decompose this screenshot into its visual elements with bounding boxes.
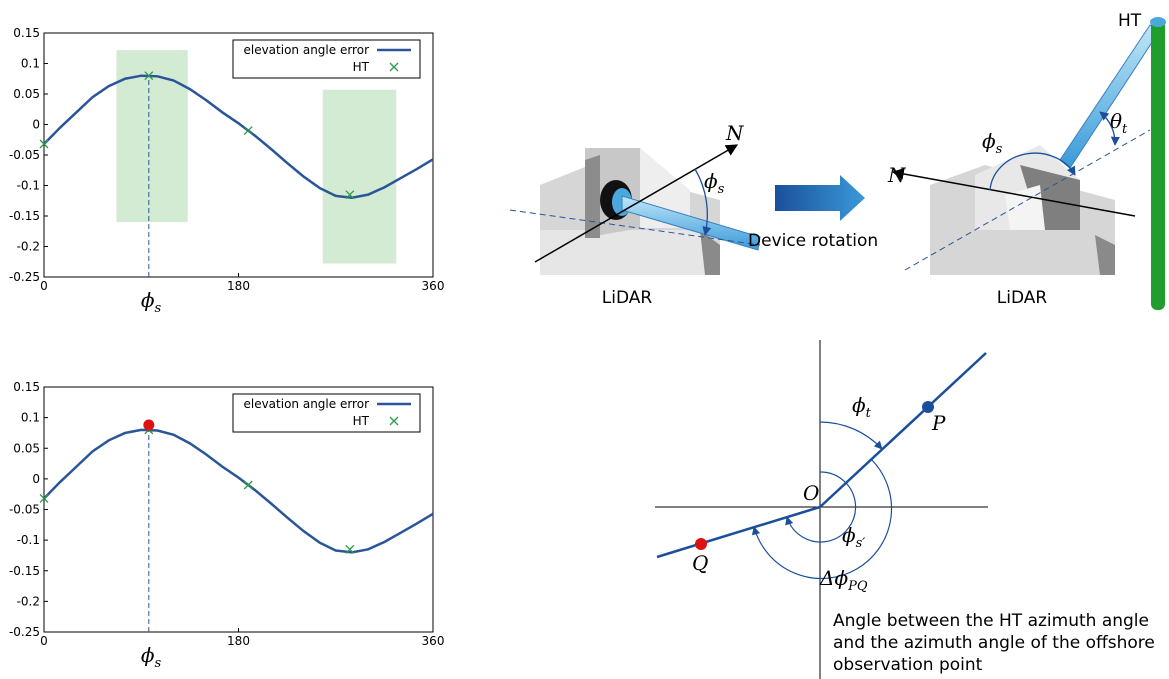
caption: LiDAR [602,288,653,308]
arrow-label: Device rotation [748,231,878,251]
annotation-symbol: ϕ [141,643,155,667]
delta-label: ΔϕPQ [819,566,868,594]
y-tick-label: 0.05 [13,87,40,101]
y-tick-label: -0.25 [9,270,40,284]
highlight-point [143,419,154,430]
x-tick-label: 360 [422,634,445,648]
figure: 0.150.10.050-0.05-0.1-0.15-0.2-0.2501803… [0,0,1169,679]
y-tick-label: 0.05 [13,441,40,455]
y-tick-label: 0.1 [21,57,40,71]
shaded-region [323,90,396,264]
x-tick-label: 0 [40,279,48,293]
y-tick-label: 0 [32,472,40,486]
point-q-label: Q [692,551,708,575]
rotation-arrow [775,175,865,221]
y-tick-label: 0.1 [21,411,40,425]
north-label: N [887,163,907,187]
x-tick-label: 180 [227,634,250,648]
y-tick-label: -0.15 [9,209,40,223]
series-line [44,430,433,553]
legend-label: HT [353,60,370,74]
angle-label: ϕs [982,129,1003,157]
y-tick-label: -0.2 [17,240,40,254]
north-label: N [725,121,745,145]
point-p-label: P [931,411,946,435]
annotation-label: ϕs [141,288,162,316]
y-tick-label: -0.15 [9,564,40,578]
target-label: HT [1118,11,1142,31]
x-tick-label: 0 [40,634,48,648]
x-tick-label: 180 [227,279,250,293]
y-tick-label: -0.2 [17,594,40,608]
origin-label: O [803,481,819,505]
caption-line: observation point [833,655,983,675]
phi-t-label: ϕt [852,393,872,421]
y-tick-label: 0 [32,118,40,132]
elevation-label: θt [1110,109,1128,137]
angle-diagram: ϕt P O ϕs′ ΔϕPQ Q Angle between the HT a… [655,340,1155,679]
legend-label: HT [353,414,370,428]
annotation-subscript: s [154,656,161,671]
y-tick-label: -0.1 [17,533,40,547]
caption-line: Angle between the HT azimuth angle [833,611,1149,631]
legend-label: elevation angle error [243,43,369,57]
lidar-right: HT N θt ϕs LiDAR [887,11,1166,310]
caption-line: and the azimuth angle of the offshore [833,633,1155,653]
annotation-label: ϕs [141,643,162,671]
phi-s-label: ϕs′ [842,523,865,551]
caption: LiDAR [997,288,1048,308]
legend-label: elevation angle error [243,397,369,411]
lidar-left: N ϕs LiDAR [510,121,760,308]
annotation-symbol: ϕ [141,288,155,312]
y-tick-label: -0.05 [9,148,40,162]
annotation-subscript: s [154,301,161,316]
y-tick-label: 0.15 [13,380,40,394]
x-tick-label: 360 [422,279,445,293]
y-tick-label: -0.05 [9,503,40,517]
y-tick-label: -0.1 [17,179,40,193]
ht-marker [244,127,252,135]
y-tick-label: 0.15 [13,26,40,40]
y-tick-label: -0.25 [9,625,40,639]
angle-label: ϕs [704,169,725,197]
ht-marker [244,481,252,489]
